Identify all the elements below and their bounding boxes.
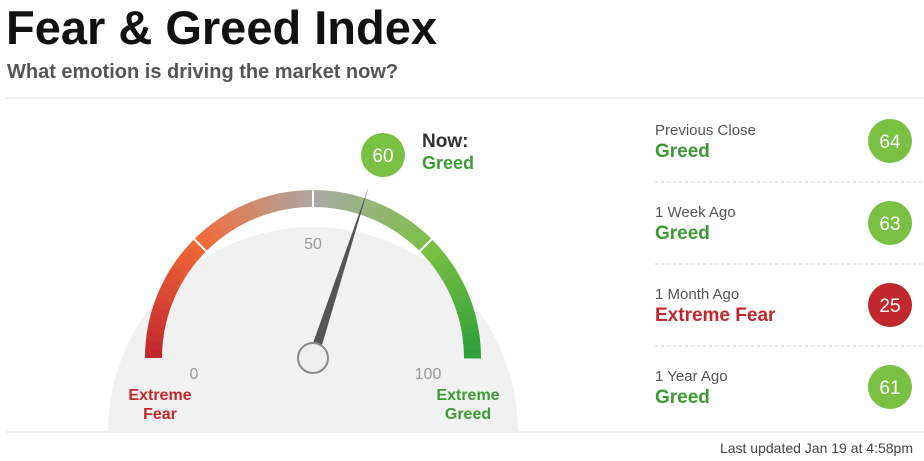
value-text: 60 xyxy=(372,146,393,167)
gauge-band xyxy=(236,204,252,224)
value-badge xyxy=(361,133,405,177)
gauge-band xyxy=(462,331,481,343)
gauge-band xyxy=(182,245,202,263)
gauge-band xyxy=(252,198,267,218)
gauge-band xyxy=(153,297,173,312)
footer: Last updated Jan 19 at 4:58pm xyxy=(720,440,913,456)
gauge-band xyxy=(367,201,382,221)
gauge-band xyxy=(145,348,163,358)
gauge-divider xyxy=(167,212,211,256)
gauge-band xyxy=(430,252,450,270)
gauge-band xyxy=(450,289,470,305)
gauge-band xyxy=(401,222,420,241)
gauge-band xyxy=(313,190,323,208)
gauge-band xyxy=(278,192,290,211)
gauge-tick-label: 100 xyxy=(415,366,442,383)
gauge-band xyxy=(159,281,179,297)
gauge-band xyxy=(439,266,459,283)
needle-knob xyxy=(297,342,329,374)
history-label: 1 Year Ago xyxy=(655,368,728,385)
gauge-band xyxy=(221,212,238,232)
history-rating: Greed xyxy=(655,387,710,408)
gauge-band xyxy=(207,221,225,241)
history-value: 25 xyxy=(879,296,900,317)
history-value: 63 xyxy=(879,214,900,235)
gauge-band xyxy=(188,238,207,257)
gauge-band xyxy=(381,208,398,228)
gauge-band xyxy=(286,190,298,209)
gauge-band xyxy=(463,349,481,359)
now-label: Now: xyxy=(422,131,468,152)
history-badge xyxy=(868,365,912,409)
gauge-band xyxy=(447,281,467,297)
now-rating: Greed xyxy=(422,153,474,173)
gauge-tick-label: 50 xyxy=(304,236,322,253)
history-badge xyxy=(868,119,912,163)
gauge-band xyxy=(145,340,163,351)
gauge-band xyxy=(344,193,357,213)
gauge-band xyxy=(419,239,439,258)
history-rating: Extreme Fear xyxy=(655,305,776,326)
gauge-band xyxy=(414,233,433,252)
history-rating: Greed xyxy=(655,141,710,162)
gauge-band xyxy=(352,195,366,215)
gauge-band xyxy=(460,323,479,335)
gauge-band xyxy=(145,331,164,343)
history-label: 1 Month Ago xyxy=(655,286,739,303)
gauge-band xyxy=(295,190,306,208)
gauge-band xyxy=(374,204,390,224)
gauge-band xyxy=(408,227,426,247)
gauge-band xyxy=(425,245,444,264)
gauge-band xyxy=(395,217,413,237)
gauge-band xyxy=(200,227,219,246)
gauge-band xyxy=(244,201,260,221)
gauge-band xyxy=(443,274,463,290)
history-badge xyxy=(868,283,912,327)
history-badge xyxy=(868,201,912,245)
gauge-band xyxy=(269,193,282,213)
gauge-band xyxy=(167,266,187,283)
gauge-band xyxy=(148,314,168,327)
needle xyxy=(308,186,369,360)
history-rating: Greed xyxy=(655,223,710,244)
min-label: Extreme Fear xyxy=(128,387,192,423)
gauge-band xyxy=(388,212,405,232)
gauge-band xyxy=(320,190,331,208)
subtitle: What emotion is driving the market now? xyxy=(7,61,398,83)
gauge-band xyxy=(156,289,176,304)
gauge-band xyxy=(435,259,455,277)
gauge-band xyxy=(229,208,245,228)
title: Fear & Greed Index xyxy=(6,1,437,54)
gauge-band xyxy=(150,305,170,319)
gauge-band xyxy=(463,340,481,351)
history-value: 64 xyxy=(879,132,901,153)
gauge-band xyxy=(194,232,213,252)
gauge-band xyxy=(214,216,232,236)
gauge-divider xyxy=(415,212,459,256)
gauge-band xyxy=(328,190,340,209)
history-label: Previous Close xyxy=(655,122,756,139)
gauge-band xyxy=(458,314,478,327)
gauge-face xyxy=(108,227,518,432)
max-label: Extreme Greed xyxy=(436,387,500,423)
gauge-band xyxy=(163,273,183,290)
gauge-band xyxy=(359,198,374,218)
history-value: 61 xyxy=(879,378,900,399)
gauge-band xyxy=(453,297,473,312)
history-label: 1 Week Ago xyxy=(655,204,736,221)
gauge-band xyxy=(304,190,314,208)
gauge-band xyxy=(177,251,196,270)
gauge-tick-label: 0 xyxy=(190,366,199,383)
gauge-band xyxy=(172,258,192,276)
